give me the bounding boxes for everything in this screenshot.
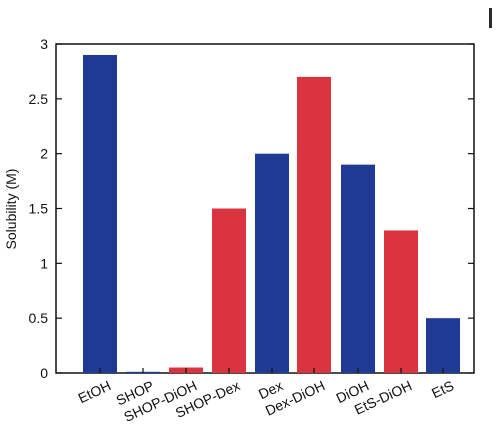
y-tick-label: 0.5 <box>29 310 49 326</box>
y-tick-label: 2 <box>40 146 48 162</box>
x-tick-label-etoh: EtOH <box>75 377 113 406</box>
x-tick-label-ets: EtS <box>429 377 456 401</box>
y-axis-title: Solubility (M) <box>3 169 19 250</box>
y-tick-label: 3 <box>40 36 48 52</box>
bar-dioh <box>341 164 375 373</box>
y-axis: 0 0.5 1 1.5 2 2.5 3 <box>29 36 474 381</box>
bar-dex <box>255 153 289 373</box>
corner-marker <box>489 8 492 28</box>
bar-dex-dioh <box>297 76 331 374</box>
bar-shop-dex <box>212 208 246 373</box>
y-tick-label: 0 <box>40 365 48 381</box>
bar-ets <box>426 318 460 373</box>
bars-group <box>83 54 460 374</box>
y-tick-label: 1 <box>40 255 48 271</box>
y-tick-label: 1.5 <box>29 201 49 217</box>
bar-etoh <box>83 54 117 373</box>
y-tick-label: 2.5 <box>29 91 49 107</box>
bar-ets-dioh <box>384 230 418 373</box>
